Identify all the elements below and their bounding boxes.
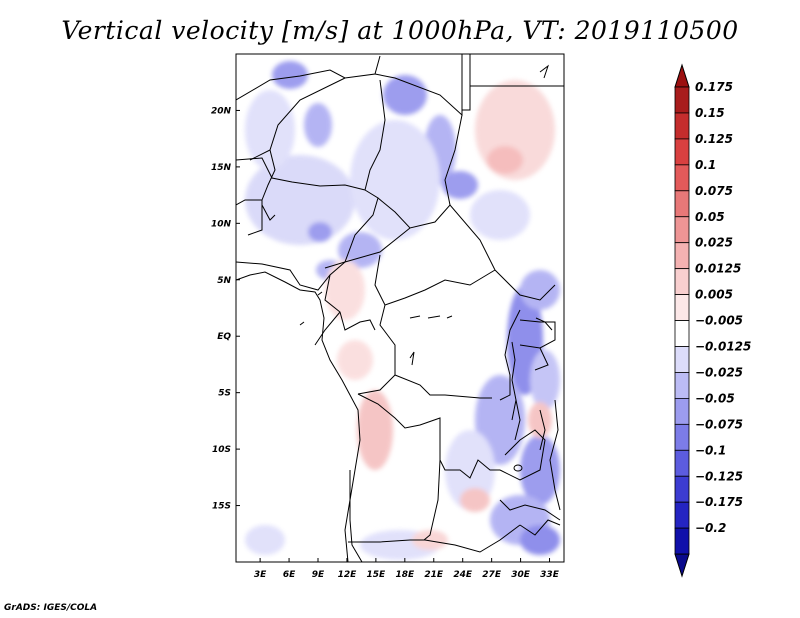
colorbar-label: −0.05 [695,391,735,405]
colorbar-swatch [674,164,690,192]
colorbar-label: 0.15 [695,106,725,120]
colorbar-swatch [674,112,690,140]
colorbar-label: −0.075 [695,417,743,431]
colorbar-swatch [674,268,690,295]
lon-label: 6E [283,570,296,580]
grads-footer: GrADS: IGES/COLA [4,603,98,613]
colorbar-label: 0.075 [695,184,733,198]
colorbar-label: −0.175 [695,495,743,509]
colorbar-label: −0.125 [695,469,743,483]
longitude-labels: 3E 6E 9E 12E 15E 18E 21E 24E 27E 30E 33E [254,570,560,580]
lon-label: 9E [312,570,325,580]
colorbar-swatch [674,320,690,347]
colorbar-swatch [674,372,690,399]
colorbar-label: −0.025 [695,365,743,379]
colorbar-swatch [674,397,690,425]
colorbar-label: 0.005 [695,288,733,302]
lat-label: 10N [211,219,232,229]
colorbar-label: 0.025 [695,236,733,250]
lon-label: 3E [254,570,267,580]
colorbar-swatch [674,242,690,270]
colorbar-bottom-arrow [674,553,690,578]
lat-label: 15S [212,502,231,512]
colorbar-swatch [674,294,690,321]
country-borders [236,54,564,562]
lat-label: 20N [211,106,232,116]
colorbar-swatch [674,86,690,114]
colorbar-label: −0.0125 [695,340,751,354]
colorbar-swatch [674,449,690,477]
colorbar-label: 0.1 [695,158,716,172]
colorbar-top-arrow [674,63,690,88]
colorbar-swatch [674,501,690,529]
colorbar-swatch [674,138,690,166]
colorbar-swatch [674,527,690,555]
colorbar-label: −0.1 [695,443,726,457]
latitude-labels: 20N 15N 10N 5N EQ 5S 10S 15S [211,106,232,511]
lat-label: 15N [211,163,232,173]
velocity-field [245,61,560,560]
colorbar-label: −0.2 [695,521,726,535]
lon-label: 15E [367,570,387,580]
colorbar-swatch [674,423,690,451]
plot-title: Vertical velocity [m/s] at 1000hPa, VT: … [61,16,739,45]
colorbar-swatch [674,475,690,503]
colorbar-label: 0.125 [695,132,733,146]
colorbar-swatch [674,190,690,218]
map-frame [235,53,565,563]
colorbar: 0.175 0.15 0.125 0.1 0.075 0.05 0.025 0.0125 0.0… [674,63,751,578]
lat-label: 5N [217,276,231,286]
colorbar-swatch [674,216,690,244]
lon-label: 27E [482,570,502,580]
colorbar-label: 0.05 [695,210,725,224]
lon-label: 21E [424,570,444,580]
lat-label: 10S [212,445,231,455]
lon-label: 30E [511,570,531,580]
lat-label: EQ [217,332,231,342]
colorbar-swatch [674,346,690,373]
colorbar-label: 0.175 [695,80,733,94]
lon-label: 18E [395,570,415,580]
lat-label: 5S [218,389,231,399]
colorbar-label: −0.005 [695,314,743,328]
lon-label: 33E [540,570,560,580]
lon-label: 24E [453,570,473,580]
lon-label: 12E [338,570,358,580]
colorbar-label: 0.0125 [695,262,741,276]
